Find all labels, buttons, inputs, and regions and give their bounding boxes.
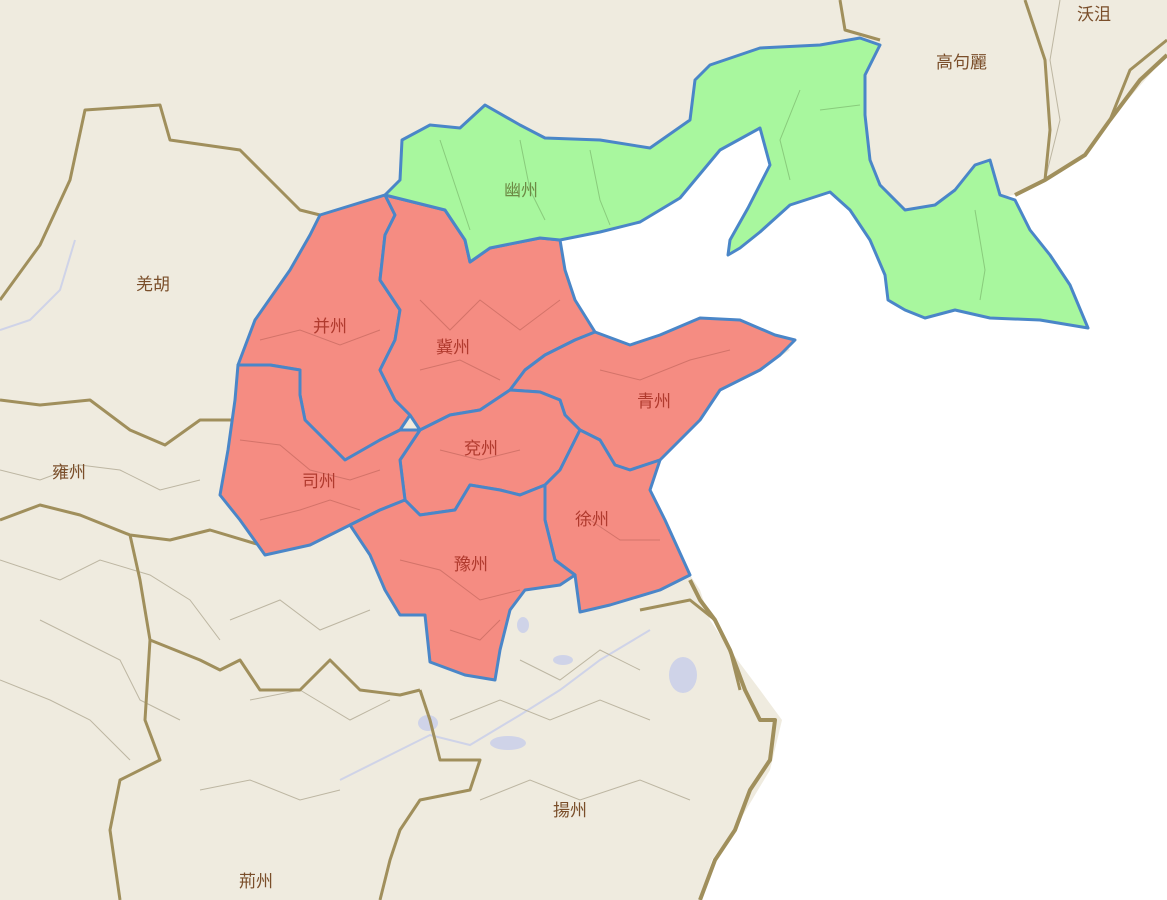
river — [0, 239, 76, 331]
lake — [553, 655, 573, 665]
border-jing-yang — [378, 689, 482, 900]
province-subdivisions — [239, 299, 731, 641]
river — [339, 629, 651, 781]
border-qianghu-north — [0, 103, 321, 301]
label-jizhou: 冀州 — [436, 338, 470, 358]
lakes — [418, 617, 697, 750]
coastline-north — [1014, 53, 1167, 197]
label-qianghu: 羌胡 — [136, 275, 170, 295]
label-yangzhou: 揚州 — [553, 801, 587, 821]
label-qingzhou: 青州 — [637, 392, 671, 412]
border-jing-west — [108, 639, 162, 900]
border-goguryeo — [1023, 0, 1052, 181]
province-yuzhou[interactable] — [348, 483, 577, 682]
lake — [669, 657, 697, 693]
label-goguryeo: 高句麗 — [936, 53, 987, 73]
sub-borders — [0, 0, 1061, 801]
label-bingzhou: 并州 — [313, 317, 347, 337]
label-xuzhou: 徐州 — [575, 510, 609, 530]
label-woju: 沃沮 — [1077, 5, 1111, 25]
label-yongzhou: 雍州 — [52, 463, 86, 483]
label-youzhou: 幽州 — [504, 181, 538, 201]
border-northeast — [838, 0, 881, 42]
border-qianghu-south — [0, 398, 240, 447]
red-provinces — [218, 193, 797, 682]
province-youzhou[interactable] — [383, 36, 1090, 330]
label-jingzhou: 荊州 — [239, 872, 273, 892]
label-yanzhou: 兗州 — [464, 439, 498, 459]
label-yuzhou: 豫州 — [454, 555, 488, 575]
map-labels: 沃沮 高句麗 幽州 羌胡 并州 冀州 青州 兗州 雍州 司州 徐州 豫州 揚州 … — [52, 5, 1111, 892]
border-west-south — [128, 534, 421, 697]
lake — [517, 617, 529, 633]
lake — [490, 736, 526, 750]
label-sizhou: 司州 — [302, 472, 336, 492]
youzhou-subdivisions — [439, 89, 986, 301]
province-sizhou[interactable] — [218, 363, 422, 557]
rivers — [0, 239, 651, 781]
coastline-south — [688, 579, 777, 900]
